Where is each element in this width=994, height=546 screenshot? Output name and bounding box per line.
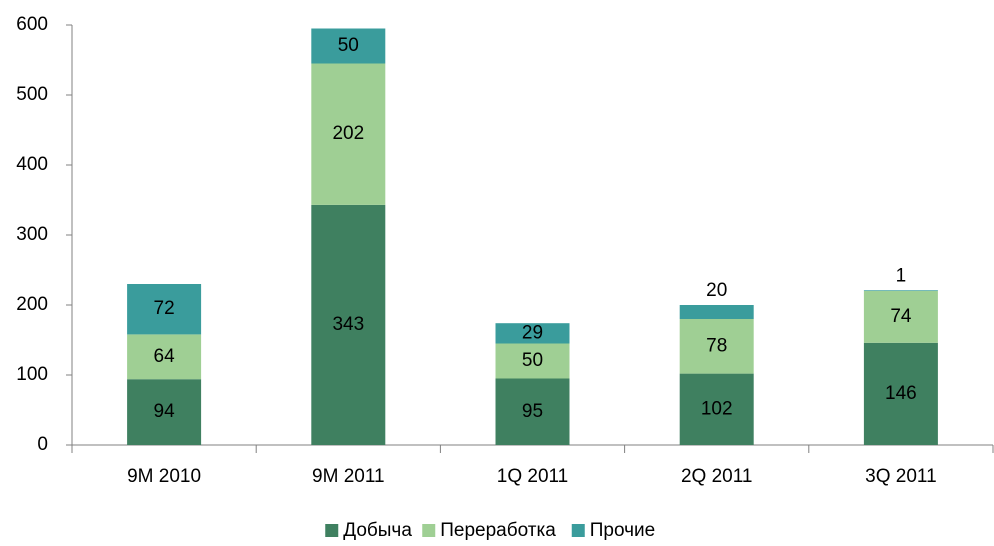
bar-segment xyxy=(495,323,570,344)
data-label: 1 xyxy=(896,265,907,286)
bar-segment xyxy=(679,319,754,374)
bar-segment xyxy=(311,28,386,64)
y-tick-label: 500 xyxy=(16,84,48,105)
data-label: 202 xyxy=(332,123,364,144)
y-tick-label: 0 xyxy=(37,434,48,455)
bar-segment xyxy=(495,378,570,445)
data-label: 78 xyxy=(706,335,727,356)
bar-segment xyxy=(127,284,202,335)
bar-segment xyxy=(863,291,938,343)
bar-segment xyxy=(127,334,202,380)
bar-segment xyxy=(863,290,938,291)
legend-label: Добыча xyxy=(343,520,412,541)
legend-swatch xyxy=(325,524,339,537)
bar-segment xyxy=(127,379,202,445)
data-label: 74 xyxy=(890,306,912,327)
data-label: 64 xyxy=(154,346,176,367)
data-label: 50 xyxy=(522,350,543,371)
bar-segment xyxy=(495,343,570,379)
legend-swatch xyxy=(422,524,436,537)
bar-segment xyxy=(311,204,386,445)
data-label: 343 xyxy=(332,314,364,335)
y-tick-label: 100 xyxy=(16,364,48,385)
data-label: 146 xyxy=(885,383,917,404)
legend-label: Прочие xyxy=(590,520,655,541)
data-label: 102 xyxy=(701,398,733,419)
x-tick-label: 3Q 2011 xyxy=(865,466,936,487)
data-label: 94 xyxy=(154,401,176,422)
x-tick-label: 2Q 2011 xyxy=(681,466,752,487)
x-tick-label: 9M 2011 xyxy=(312,466,385,487)
bar-segment xyxy=(679,373,754,445)
y-tick-label: 600 xyxy=(16,14,48,35)
legend-label: Переработка xyxy=(440,520,556,541)
x-tick-label: 1Q 2011 xyxy=(497,466,568,487)
data-label: 20 xyxy=(706,280,727,301)
data-label: 50 xyxy=(338,35,359,56)
y-tick-label: 400 xyxy=(16,154,48,175)
y-tick-label: 200 xyxy=(16,294,48,315)
data-label: 29 xyxy=(522,322,543,343)
data-label: 95 xyxy=(522,401,543,422)
bar-segment xyxy=(863,342,938,445)
data-label: 72 xyxy=(154,298,175,319)
x-tick-label: 9M 2010 xyxy=(127,466,201,487)
bar-segment xyxy=(311,63,386,205)
legend-swatch xyxy=(571,524,585,537)
bar-segment xyxy=(679,305,754,319)
y-tick-label: 300 xyxy=(16,224,48,245)
